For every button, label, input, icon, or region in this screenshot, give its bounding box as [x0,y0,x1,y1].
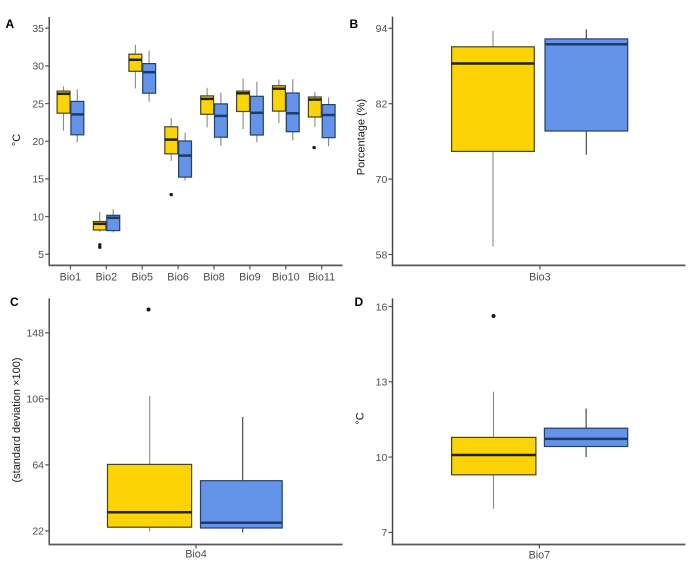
svg-text:Bio10: Bio10 [272,272,300,284]
svg-text:D: D [355,295,364,309]
svg-text:°C: °C [355,412,367,424]
svg-text:Bio4: Bio4 [185,548,207,560]
svg-text:82: 82 [376,99,388,111]
svg-text:C: C [10,295,19,309]
svg-text:70: 70 [376,174,388,186]
svg-text:Bio6: Bio6 [167,272,189,284]
svg-text:30: 30 [32,61,44,73]
svg-text:7: 7 [381,527,387,539]
svg-text:58: 58 [376,249,388,261]
svg-text:Bio1: Bio1 [60,272,82,284]
svg-text:Bio9: Bio9 [239,272,261,284]
svg-text:148: 148 [26,328,44,340]
svg-text:(standard deviation ×100): (standard deviation ×100) [11,357,23,482]
svg-text:5: 5 [38,249,44,261]
svg-text:Bio5: Bio5 [131,272,153,284]
svg-text:Bio11: Bio11 [308,272,335,284]
svg-text:°C: °C [11,134,23,146]
svg-text:94: 94 [376,23,388,35]
svg-text:35: 35 [32,23,44,35]
svg-text:64: 64 [32,460,44,472]
svg-text:B: B [350,17,359,31]
svg-text:13: 13 [376,377,388,389]
svg-text:Bio8: Bio8 [203,272,225,284]
svg-text:20: 20 [32,136,44,148]
svg-text:22: 22 [32,526,44,538]
svg-text:25: 25 [32,98,44,110]
svg-text:15: 15 [32,174,44,186]
svg-text:10: 10 [32,211,44,223]
svg-text:Bio3: Bio3 [529,272,551,284]
svg-text:10: 10 [376,452,388,464]
svg-text:Porcentage (%): Porcentage (%) [356,99,368,175]
svg-text:Bio2: Bio2 [95,272,117,284]
svg-text:106: 106 [26,394,44,406]
svg-text:16: 16 [376,301,388,313]
svg-text:Bio7: Bio7 [529,550,551,562]
svg-text:A: A [6,17,15,31]
